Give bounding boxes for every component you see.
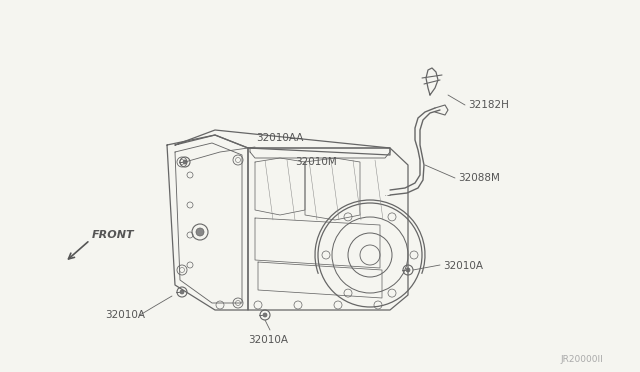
Text: 32010AA: 32010AA <box>256 133 303 143</box>
Circle shape <box>180 290 184 294</box>
Text: 32182H: 32182H <box>468 100 509 110</box>
Text: 32010A: 32010A <box>105 310 145 320</box>
Text: 32010M: 32010M <box>295 157 337 167</box>
Circle shape <box>196 228 204 236</box>
Text: 32088M: 32088M <box>458 173 500 183</box>
Circle shape <box>183 160 187 164</box>
Text: FRONT: FRONT <box>92 230 134 240</box>
Text: 32010A: 32010A <box>443 261 483 271</box>
Circle shape <box>406 268 410 272</box>
Circle shape <box>263 313 267 317</box>
Text: JR20000II: JR20000II <box>560 356 603 365</box>
Text: 32010A: 32010A <box>248 335 288 345</box>
